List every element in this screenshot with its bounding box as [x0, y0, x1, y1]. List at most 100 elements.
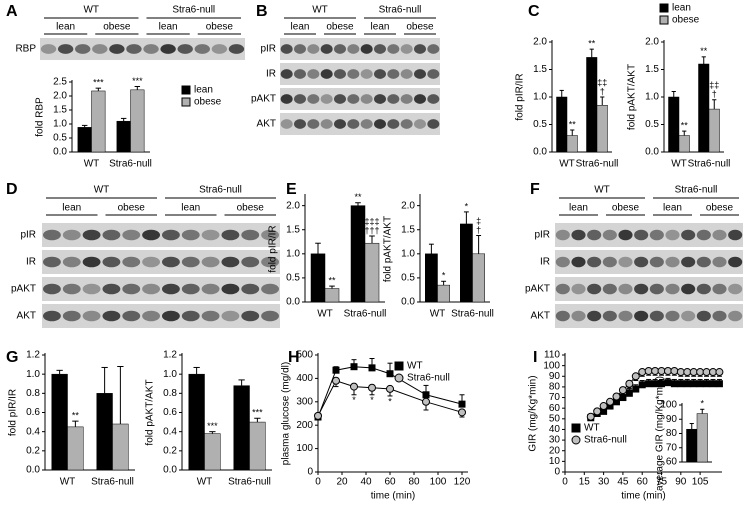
y-axis-label: fold pIR/IR [268, 225, 279, 272]
point [631, 372, 640, 381]
blot-band [618, 229, 633, 241]
blot-row [42, 250, 280, 274]
blot-band [681, 283, 696, 295]
blot-row [42, 223, 280, 247]
y-tick-label: 2.0 [645, 37, 659, 48]
blot-band [649, 283, 664, 295]
y-tick-label: 1.5 [645, 64, 659, 75]
blot-band [712, 310, 727, 322]
x-tick-label: 105 [692, 477, 709, 488]
blot-band [360, 119, 373, 129]
blot-group: Stra6-null [675, 185, 718, 196]
blot-band [181, 256, 200, 268]
blot-band [62, 310, 81, 322]
blot-band [414, 44, 426, 54]
annotation: ** [588, 39, 596, 49]
blot-band [241, 256, 260, 268]
annotation: ** [354, 192, 362, 202]
bar [77, 127, 92, 153]
blot-band [307, 94, 320, 104]
blot-band [201, 310, 220, 322]
annotation: * [465, 201, 469, 211]
blot-band [143, 44, 159, 54]
x-tick-label: 75 [656, 477, 668, 488]
x-tick-label: 120 [454, 477, 471, 488]
y-tick-label: 0.6 [163, 407, 177, 418]
annotation: ††† [364, 225, 379, 235]
blot-subgroup: lean [569, 203, 588, 214]
bar [696, 413, 708, 463]
blot-band [360, 94, 373, 104]
y-tick-label: 10 [549, 456, 561, 467]
y-tick-label: 2.0 [533, 37, 547, 48]
blot-row [40, 38, 245, 60]
blot-row [555, 223, 743, 247]
x-tick-label: Stra6-null [91, 477, 134, 488]
blot-band [555, 283, 570, 295]
blot-band [387, 94, 400, 104]
y-tick-label: 1.2 [26, 350, 40, 361]
blot-band [122, 310, 141, 322]
point [690, 380, 698, 388]
y-tick-label: 70 [666, 442, 678, 453]
bar [204, 433, 221, 471]
blot-band [427, 94, 440, 104]
point [606, 397, 615, 406]
y-tick-label: 60 [666, 457, 678, 468]
point [645, 380, 653, 388]
point [422, 391, 430, 399]
y-tick-label: 0.8 [26, 388, 40, 399]
bar [678, 135, 690, 153]
legend-label: Stra6-null [584, 435, 627, 446]
panel-label: G [6, 349, 18, 366]
blot-row [555, 250, 743, 274]
y-tick-label: 0.0 [286, 297, 300, 308]
blot-band [427, 44, 440, 54]
blot-band [221, 310, 240, 322]
blot-row-label: pIR [20, 230, 36, 241]
blot-band [177, 44, 193, 54]
bar [596, 105, 608, 153]
y-tick-label: 1.5 [533, 64, 547, 75]
blot-band [618, 256, 633, 268]
x-tick-label: WT [197, 477, 213, 488]
blot-subgroup: lean [291, 22, 310, 33]
legend-label: WT [407, 361, 423, 372]
point [386, 384, 394, 393]
blot-band [228, 44, 245, 54]
blot-band [400, 119, 413, 129]
legend-marker [571, 423, 581, 433]
bar [51, 373, 68, 471]
x-tick-label: 20 [336, 477, 348, 488]
y-tick-label: 0.5 [645, 119, 659, 130]
y-axis-label: fold RBP [35, 97, 46, 137]
y-tick-label: 0.4 [26, 426, 40, 437]
blot-band [571, 229, 586, 241]
y-tick-label: 110 [544, 350, 560, 361]
blot-row-label: pAKT [525, 284, 550, 295]
blot-band [75, 44, 91, 54]
blot-row-label: pAKT [11, 284, 36, 295]
blot-band [221, 229, 240, 241]
y-tick-label: 70 [549, 392, 561, 403]
blot-band [414, 119, 426, 129]
blot-band [681, 229, 696, 241]
blot-subgroup: obese [612, 203, 640, 214]
x-tick-label: WT [559, 159, 575, 170]
y-tick-label: 20 [549, 445, 561, 456]
blot-band [82, 256, 101, 268]
blot-band [62, 256, 81, 268]
y-tick-label: 0.2 [26, 445, 40, 456]
blot-band [280, 69, 293, 79]
blot-band [62, 283, 81, 295]
blot-band [400, 94, 413, 104]
blot-band [181, 310, 200, 322]
blot-row-label: AKT [531, 311, 550, 322]
y-tick-label: 1.0 [286, 248, 300, 259]
blot-row [42, 277, 280, 301]
x-tick-label: Stra6-null [228, 477, 271, 488]
blot-band [360, 44, 373, 54]
x-tick-label: 60 [384, 477, 396, 488]
blot-band [122, 256, 141, 268]
blot-band [427, 69, 440, 79]
